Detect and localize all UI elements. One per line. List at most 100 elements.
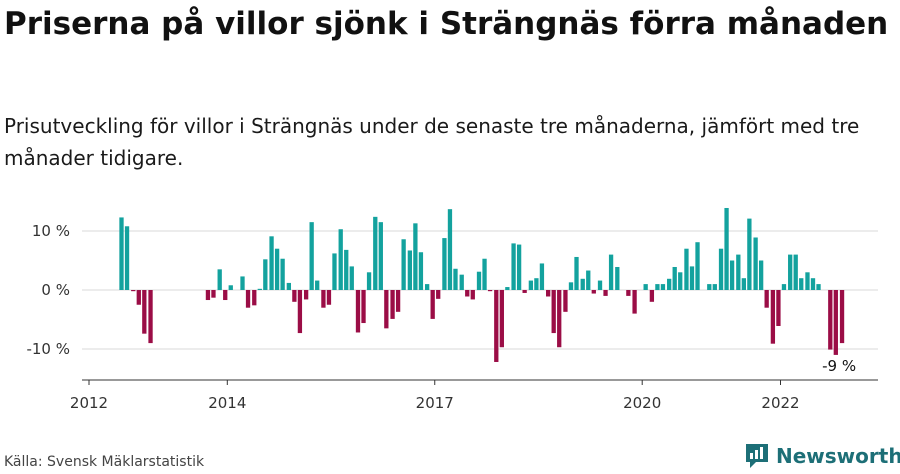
- bar: [626, 290, 631, 296]
- bar: [793, 254, 798, 290]
- y-tick-label: -10 %: [26, 340, 70, 358]
- bar: [776, 290, 781, 326]
- bar: [516, 244, 522, 290]
- bar: [384, 290, 389, 329]
- x-tick-label: 2022: [761, 394, 799, 412]
- bar: [321, 290, 326, 308]
- bar: [603, 290, 608, 296]
- bar: [788, 254, 793, 290]
- bar: [511, 243, 516, 290]
- bar: [563, 290, 568, 312]
- bar: [395, 290, 401, 312]
- bar: [476, 271, 482, 290]
- newsworthy-logo-icon: [746, 444, 768, 468]
- bar: [390, 290, 395, 319]
- bar: [764, 290, 769, 308]
- bar: [816, 284, 821, 290]
- bar: [424, 284, 430, 290]
- bar: [407, 250, 413, 290]
- brand-name: Newsworthy: [776, 444, 900, 468]
- bar: [373, 216, 378, 290]
- bar: [799, 278, 804, 290]
- bar: [297, 290, 303, 334]
- bar: [459, 274, 464, 290]
- bar: [528, 280, 534, 290]
- bar: [557, 290, 562, 348]
- bar: [672, 266, 677, 290]
- bar: [487, 290, 493, 292]
- bar: [315, 280, 320, 290]
- bar: [643, 284, 648, 290]
- bar: [758, 260, 764, 290]
- bar: [326, 290, 332, 305]
- bar: [447, 209, 453, 290]
- bar: [401, 239, 406, 290]
- bar: [770, 290, 776, 344]
- bar: [660, 284, 666, 290]
- bar: [499, 290, 504, 348]
- bar: [753, 237, 758, 290]
- bar: [292, 290, 297, 302]
- bar: [689, 266, 695, 290]
- bar: [828, 290, 833, 350]
- bar: [228, 285, 233, 290]
- bar: [534, 278, 539, 290]
- chart-title: Priserna på villor sjönk i Strängnäs för…: [4, 6, 889, 42]
- bar: [482, 258, 487, 290]
- y-tick-label: 0 %: [41, 281, 70, 299]
- bar: [453, 268, 458, 290]
- bar: [805, 272, 810, 290]
- bar: [344, 249, 349, 290]
- bar: [309, 222, 314, 290]
- bar: [707, 284, 712, 290]
- bar: [465, 290, 470, 297]
- bar: [223, 290, 228, 301]
- bar: [303, 290, 309, 300]
- bar: [724, 207, 729, 290]
- bar: [591, 290, 596, 294]
- bar: [729, 260, 735, 290]
- brand-logo[interactable]: Newsworthy: [744, 440, 900, 472]
- annotations: -9 %: [822, 357, 856, 375]
- bar: [684, 248, 689, 290]
- bar: [257, 288, 262, 290]
- bar: [718, 248, 724, 290]
- bar: [131, 290, 136, 292]
- x-axis: 2012 2014 2017 2020 2022: [70, 379, 878, 412]
- last-value-label: -9 %: [822, 357, 856, 375]
- bar: [539, 263, 545, 290]
- bar: [436, 290, 441, 299]
- bar: [217, 269, 222, 290]
- bar: [142, 290, 147, 334]
- bar: [781, 284, 787, 290]
- source-note: Källa: Svensk Mäklarstatistik: [4, 454, 205, 470]
- bar: [442, 238, 447, 290]
- bars: [119, 207, 845, 362]
- bar: [597, 280, 603, 290]
- bar: [736, 254, 741, 290]
- y-tick-label: 10 %: [32, 222, 70, 240]
- bar: [338, 229, 343, 290]
- bar: [136, 290, 141, 305]
- bar: [274, 248, 280, 290]
- bar: [470, 290, 475, 300]
- bar: [366, 272, 372, 290]
- bar: [252, 290, 257, 306]
- x-tick-label: 2014: [208, 394, 246, 412]
- bar: [240, 276, 245, 290]
- bar: [695, 242, 700, 290]
- bar: [124, 226, 130, 290]
- bar: [839, 290, 845, 344]
- y-axis-labels: 10 % 0 % -10 %: [26, 222, 70, 358]
- bar: [148, 290, 153, 344]
- bar: [551, 290, 556, 334]
- bar: [522, 290, 527, 293]
- bar: [747, 218, 752, 290]
- bar: [119, 217, 124, 290]
- bar: [263, 259, 268, 290]
- bar: [568, 282, 574, 290]
- bar: [655, 284, 660, 290]
- bar: [430, 290, 435, 319]
- bar: [741, 278, 746, 290]
- bar: [667, 278, 672, 290]
